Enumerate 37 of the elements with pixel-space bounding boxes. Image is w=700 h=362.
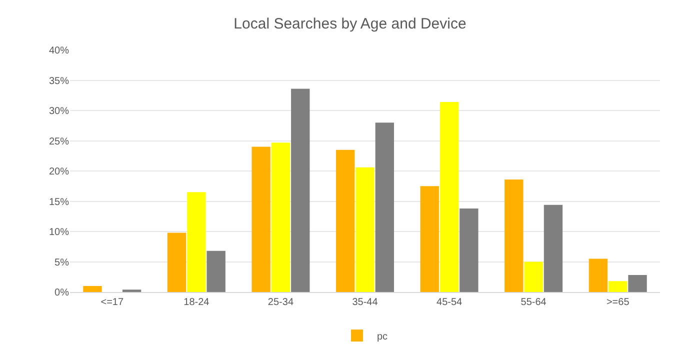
bar xyxy=(83,286,102,292)
bar xyxy=(588,258,608,292)
bar xyxy=(356,167,374,292)
x-tick-label: 35-44 xyxy=(352,297,378,308)
chart-title: Local Searches by Age and Device xyxy=(234,16,466,33)
y-tick-label: 0% xyxy=(54,288,70,298)
bar xyxy=(544,204,563,292)
x-tick-label: >=65 xyxy=(606,297,630,308)
y-tick-label: 10% xyxy=(48,227,70,238)
bar xyxy=(206,250,226,292)
y-tick-label: 40% xyxy=(48,46,70,56)
y-tick-label: 25% xyxy=(48,136,70,148)
bar xyxy=(420,186,439,292)
bar xyxy=(291,88,310,292)
x-tick-label: 18-24 xyxy=(184,297,210,308)
bar xyxy=(504,179,524,292)
y-tick-label: 20% xyxy=(48,166,70,178)
x-tick-label: <=17 xyxy=(100,297,124,308)
bar xyxy=(460,208,478,292)
y-tick-label: 30% xyxy=(48,106,70,117)
bar xyxy=(524,262,543,292)
y-tick-label: 5% xyxy=(54,257,70,268)
legend-label: pc xyxy=(377,331,388,342)
bar xyxy=(375,122,394,292)
bar xyxy=(628,275,647,292)
bar xyxy=(336,150,355,292)
bar xyxy=(440,102,459,292)
x-tick-label: 25-34 xyxy=(268,297,294,308)
bar xyxy=(252,146,270,292)
x-tick-label: 45-54 xyxy=(436,297,463,308)
bar xyxy=(271,142,290,292)
bar xyxy=(187,192,206,292)
y-tick-label: 15% xyxy=(48,196,70,208)
bar xyxy=(608,281,628,292)
bar xyxy=(167,232,186,292)
y-tick-label: 35% xyxy=(48,76,70,87)
x-tick-label: 55-64 xyxy=(520,297,547,308)
